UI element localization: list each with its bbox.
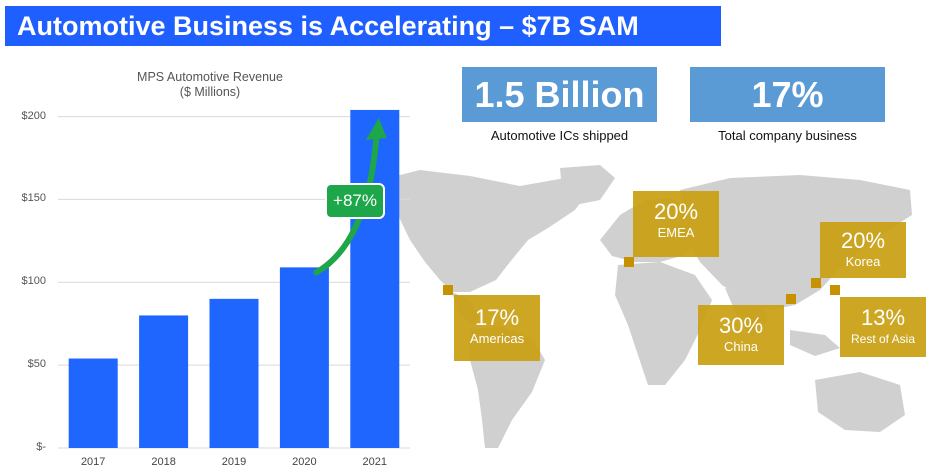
region-rest-of-asia-pct: 13% <box>860 305 906 330</box>
bar-2017 <box>68 358 118 448</box>
region-korea: 20% Korea <box>820 222 906 278</box>
map-australia <box>815 372 905 432</box>
region-china: 30% China <box>698 305 784 365</box>
chart-subtitle: ($ Millions) <box>179 85 241 99</box>
y-tick-label: $50 <box>27 358 46 371</box>
region-china-name: China <box>724 339 758 354</box>
stat-ics-label: Automotive ICs shipped <box>490 128 629 143</box>
x-tick-label: 2021 <box>362 456 388 468</box>
y-tick-label: $150 <box>21 192 46 205</box>
stat-share-label: Total company business <box>718 128 857 143</box>
x-tick-label: 2020 <box>292 456 317 468</box>
bar-2019 <box>209 298 259 448</box>
chart-title: MPS Automotive Revenue <box>137 70 283 84</box>
map-africa <box>615 262 712 385</box>
region-americas-name: Americas <box>469 331 525 346</box>
region-rest-of-asia-name: Rest of Asia <box>850 332 916 346</box>
stat-share-value: 17% <box>690 67 885 122</box>
growth-arrow-head <box>365 117 387 140</box>
region-emea: 20% EMEA <box>633 191 719 257</box>
region-china-pct: 30% <box>718 313 764 338</box>
x-tick-label: 2018 <box>151 456 176 468</box>
region-americas-pct: 17% <box>474 305 520 330</box>
region-korea-name: Korea <box>845 254 881 269</box>
map-asia <box>680 175 912 310</box>
region-americas: 17% Americas <box>454 295 540 361</box>
map-se-asia <box>790 330 840 356</box>
region-korea-pct: 20% <box>840 228 886 253</box>
stat-ics-value: 1.5 Billion <box>462 67 657 122</box>
slide-title: Automotive Business is Accelerating – $7… <box>5 6 721 46</box>
region-emea-pct: 20% <box>653 199 699 224</box>
growth-annotation: +87% <box>325 183 385 219</box>
marker-emea <box>624 257 634 267</box>
y-tick-label: $- <box>36 441 46 453</box>
marker-china <box>786 294 796 304</box>
region-rest-of-asia: 13% Rest of Asia <box>840 297 926 357</box>
marker-korea <box>811 278 821 288</box>
x-tick-label: 2017 <box>80 456 106 468</box>
region-emea-name: EMEA <box>657 225 695 240</box>
y-tick-label: $200 <box>21 109 46 122</box>
marker-rest-of-asia <box>830 285 840 295</box>
growth-arrow-shaft <box>313 128 380 276</box>
y-tick-label: $100 <box>21 275 46 288</box>
bar-2018 <box>139 315 189 448</box>
map-north-america <box>388 170 590 292</box>
marker-americas <box>443 285 453 295</box>
x-tick-label: 2019 <box>221 456 247 468</box>
bar-2020 <box>279 267 329 448</box>
map-greenland <box>560 165 615 205</box>
